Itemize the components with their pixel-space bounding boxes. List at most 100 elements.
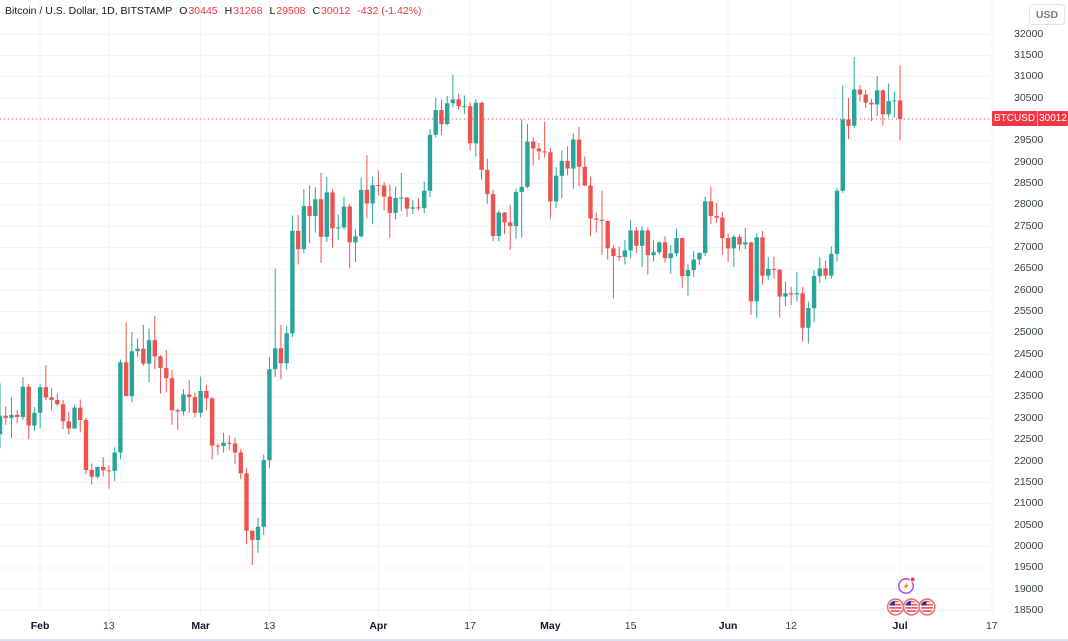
candle-body xyxy=(244,473,249,531)
candle-body xyxy=(410,207,415,209)
candle-body xyxy=(221,442,226,447)
candle-body xyxy=(313,199,318,216)
candle-body xyxy=(301,206,307,250)
ohlc-open: O 30445 xyxy=(179,5,218,17)
candle-body xyxy=(479,102,484,170)
candle-body xyxy=(857,89,863,95)
time-tick-label: 17 xyxy=(464,620,476,632)
candle-body xyxy=(714,215,719,218)
candle-body xyxy=(353,236,358,243)
candle-body xyxy=(204,390,209,399)
candle-body xyxy=(869,102,874,105)
currency-button[interactable]: USD xyxy=(1029,4,1065,25)
candle-body xyxy=(874,90,880,105)
candle-body xyxy=(387,196,393,213)
candle-body xyxy=(880,90,886,115)
candle-body xyxy=(83,420,89,470)
candle-body xyxy=(89,469,94,477)
candle-body xyxy=(611,248,616,257)
candle-body xyxy=(737,236,742,245)
candle-body xyxy=(20,386,26,418)
badge-divider xyxy=(1037,111,1038,127)
time-tick-label: Apr xyxy=(369,620,388,632)
time-tick-label: Jul xyxy=(892,620,908,632)
candle-body xyxy=(232,443,238,453)
candle-body xyxy=(628,230,633,251)
candle-body xyxy=(284,333,289,364)
candle-body xyxy=(645,230,651,256)
candle-body xyxy=(777,269,782,297)
candle-body xyxy=(559,160,565,176)
us-flag-event-icon[interactable] xyxy=(886,598,905,616)
candle-body xyxy=(118,362,123,453)
candle-body xyxy=(691,259,696,271)
candle-body xyxy=(766,268,771,276)
candle-body xyxy=(651,252,656,256)
candle-body xyxy=(490,194,496,236)
candle-body xyxy=(502,212,507,223)
candle-body xyxy=(78,407,83,421)
candle-body xyxy=(720,217,725,239)
candle-body xyxy=(748,242,754,302)
candle-body xyxy=(525,141,530,187)
candle-body xyxy=(290,230,295,334)
candle-body xyxy=(536,148,542,152)
us-flag-event-icon[interactable] xyxy=(918,598,936,616)
last-price-badge: BTCUSD 30012 xyxy=(992,111,1068,127)
candle-body xyxy=(404,197,410,209)
candle-body xyxy=(250,530,255,540)
candle-body xyxy=(852,89,857,126)
candle-body xyxy=(444,103,450,125)
candle-body xyxy=(272,348,278,370)
candle-body xyxy=(307,206,312,216)
candle-body xyxy=(43,387,49,398)
flash-event-icon[interactable] xyxy=(898,576,916,594)
candle-body xyxy=(112,452,117,471)
candle-body xyxy=(439,110,444,125)
candle-body xyxy=(175,410,180,412)
candle-body xyxy=(639,230,645,246)
candle-body xyxy=(129,351,135,397)
candle-body xyxy=(485,169,490,195)
candle-body xyxy=(152,340,157,357)
candle-body xyxy=(462,106,467,108)
candle-body xyxy=(685,270,691,277)
time-tick-label: May xyxy=(540,620,561,632)
us-flag-event-icon[interactable] xyxy=(902,598,921,616)
time-tick-label: 12 xyxy=(785,620,798,632)
candle-body xyxy=(582,166,587,186)
candle-body xyxy=(318,199,324,237)
widget-bottom-border xyxy=(0,639,1068,641)
candle-body xyxy=(702,201,708,254)
candle-body xyxy=(215,445,221,447)
candle-body xyxy=(55,399,60,405)
candle-body xyxy=(49,397,54,400)
candle-body xyxy=(605,221,610,249)
time-tick-label: Mar xyxy=(191,620,211,632)
candle-body xyxy=(680,238,685,277)
candle-body xyxy=(209,398,215,446)
candle-body xyxy=(886,101,891,115)
candle-body xyxy=(60,404,66,422)
candle-body xyxy=(467,106,473,144)
candle-body xyxy=(427,134,433,191)
candle-body xyxy=(668,253,673,259)
time-axis[interactable]: Feb 13 Mar 13 Apr 17 May 15 Jun 12 Jul 17 xyxy=(0,615,1068,641)
time-tick-label: 15 xyxy=(624,620,637,632)
candle-body xyxy=(169,378,175,411)
candle-body xyxy=(261,460,266,527)
candle-body xyxy=(846,119,851,126)
candle-body xyxy=(416,207,421,209)
candle-body xyxy=(3,415,8,418)
candle-body xyxy=(508,222,513,227)
candle-body xyxy=(616,256,622,258)
candle-body xyxy=(135,348,140,352)
symbol-title[interactable]: Bitcoin / U.S. Dollar, 1D, BITSTAMP xyxy=(5,5,173,17)
candle-body xyxy=(9,414,14,418)
candle-body xyxy=(376,185,381,187)
candle-body xyxy=(370,185,375,204)
candle-body xyxy=(26,386,31,426)
candle-body xyxy=(783,293,788,297)
candle-body xyxy=(106,470,112,472)
